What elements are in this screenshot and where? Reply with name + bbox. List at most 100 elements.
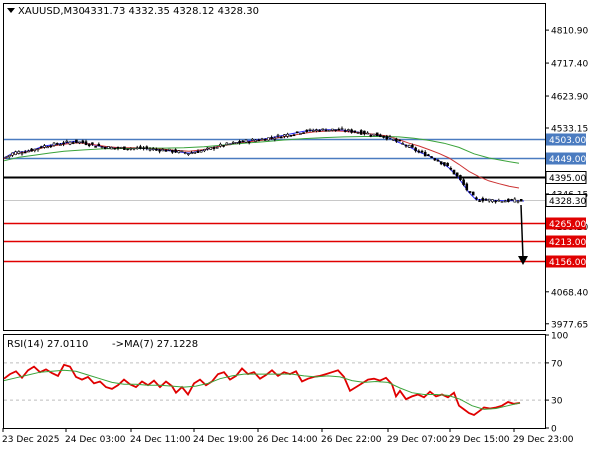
candle-body bbox=[462, 179, 465, 185]
candle-body bbox=[187, 153, 190, 155]
candle-body bbox=[231, 141, 235, 144]
candle-body bbox=[36, 148, 40, 151]
candle-body bbox=[222, 145, 225, 147]
candle-body bbox=[468, 191, 472, 193]
candle-body bbox=[347, 129, 350, 131]
candle-body bbox=[11, 152, 14, 156]
candle-body bbox=[180, 150, 184, 153]
rsi-ma-label: ->MA(7) 27.1228 bbox=[112, 339, 198, 350]
candle-body bbox=[494, 200, 497, 203]
candle-body bbox=[251, 138, 254, 141]
level-price-box bbox=[546, 235, 586, 248]
time-tick-label: 23 Dec 2025 bbox=[2, 435, 60, 445]
candle-body bbox=[305, 129, 309, 132]
candle-body bbox=[55, 143, 59, 145]
candle-body bbox=[257, 139, 261, 142]
candle-body bbox=[219, 143, 222, 147]
candle-body bbox=[369, 134, 373, 137]
candle-body bbox=[289, 135, 293, 137]
time-tick-label: 29 Dec 23:00 bbox=[513, 435, 574, 445]
candle-body bbox=[331, 128, 334, 131]
candle-body bbox=[327, 129, 331, 132]
candle-body bbox=[302, 132, 305, 134]
candle-body bbox=[254, 139, 257, 142]
candle-body bbox=[452, 169, 456, 175]
time-tick-label: 26 Dec 22:00 bbox=[321, 435, 382, 445]
candle-body bbox=[91, 142, 94, 145]
candle-body bbox=[497, 199, 501, 202]
candle-body bbox=[206, 147, 209, 150]
candle-body bbox=[174, 149, 177, 153]
candle-body bbox=[443, 162, 446, 166]
candle-body bbox=[155, 149, 158, 151]
candle-body bbox=[14, 151, 17, 155]
candle-body bbox=[164, 149, 168, 152]
candle-body bbox=[129, 148, 133, 150]
candle-body bbox=[116, 146, 120, 149]
level-price-box bbox=[546, 217, 586, 230]
rsi-scale: 100 70 30 0 bbox=[4, 332, 568, 435]
candle-body bbox=[337, 128, 341, 131]
candle-body bbox=[353, 130, 357, 133]
time-tick-label: 26 Dec 14:00 bbox=[257, 435, 318, 445]
candle-body bbox=[356, 132, 360, 134]
candle-body bbox=[388, 136, 392, 139]
candle-body bbox=[471, 191, 475, 196]
candle-body bbox=[46, 146, 49, 149]
candle-body bbox=[516, 200, 520, 203]
candle-body bbox=[62, 142, 65, 145]
candle-body bbox=[17, 151, 21, 154]
candle-body bbox=[199, 150, 203, 153]
candle-body bbox=[321, 128, 325, 131]
candle-body bbox=[430, 156, 433, 158]
level-price-labels: 4503.00 4449.00 4395.00 4265.00 4213.00 4156.… bbox=[545, 133, 587, 268]
candle-body bbox=[100, 146, 104, 148]
candle-body bbox=[215, 147, 219, 149]
candle-body bbox=[411, 144, 414, 148]
time-tick-label: 24 Dec 19:00 bbox=[193, 435, 254, 445]
candle-body bbox=[423, 151, 427, 157]
candle-body bbox=[238, 140, 241, 144]
candle-body bbox=[78, 141, 81, 144]
candle-body bbox=[167, 148, 171, 151]
candle-body bbox=[81, 140, 85, 144]
time-tick-label: 29 Dec 07:00 bbox=[387, 435, 448, 445]
candle-body bbox=[209, 146, 213, 150]
candle-body bbox=[350, 129, 353, 133]
candle-body bbox=[7, 154, 11, 158]
candle-body bbox=[171, 149, 174, 153]
candle-body bbox=[68, 141, 72, 145]
main-panel bbox=[3, 3, 546, 331]
candle-body bbox=[311, 130, 315, 132]
candle-body bbox=[401, 143, 405, 145]
candle-body bbox=[65, 140, 69, 143]
candle-body bbox=[135, 147, 139, 150]
price-candles bbox=[4, 126, 523, 204]
candle-body bbox=[449, 167, 453, 170]
candle-body bbox=[235, 142, 238, 145]
candle-body bbox=[183, 152, 187, 154]
candle-body bbox=[30, 148, 33, 152]
candle-body bbox=[292, 134, 296, 137]
candle-body bbox=[247, 141, 251, 144]
chevron-down-icon[interactable] bbox=[7, 8, 15, 13]
candle-body bbox=[363, 130, 366, 135]
candle-body bbox=[273, 137, 277, 140]
candle-body bbox=[324, 129, 328, 132]
candle-body bbox=[103, 146, 107, 150]
candle-body bbox=[39, 146, 43, 149]
candle-body bbox=[87, 144, 91, 147]
price-tick-label: 4068.40 bbox=[551, 288, 588, 298]
candle-body bbox=[139, 146, 142, 149]
candle-body bbox=[20, 152, 24, 155]
rsi-title: RSI(14) 27.0110 bbox=[7, 339, 88, 350]
time-axis: 23 Dec 2025 24 Dec 03:00 24 Dec 11:00 24 De… bbox=[2, 428, 574, 445]
candle-body bbox=[151, 148, 155, 150]
candle-body bbox=[177, 150, 181, 153]
candle-body bbox=[94, 146, 97, 148]
candle-body bbox=[433, 158, 437, 161]
candle-body bbox=[407, 144, 411, 148]
candle-body bbox=[382, 135, 385, 138]
candle-body bbox=[481, 198, 485, 202]
